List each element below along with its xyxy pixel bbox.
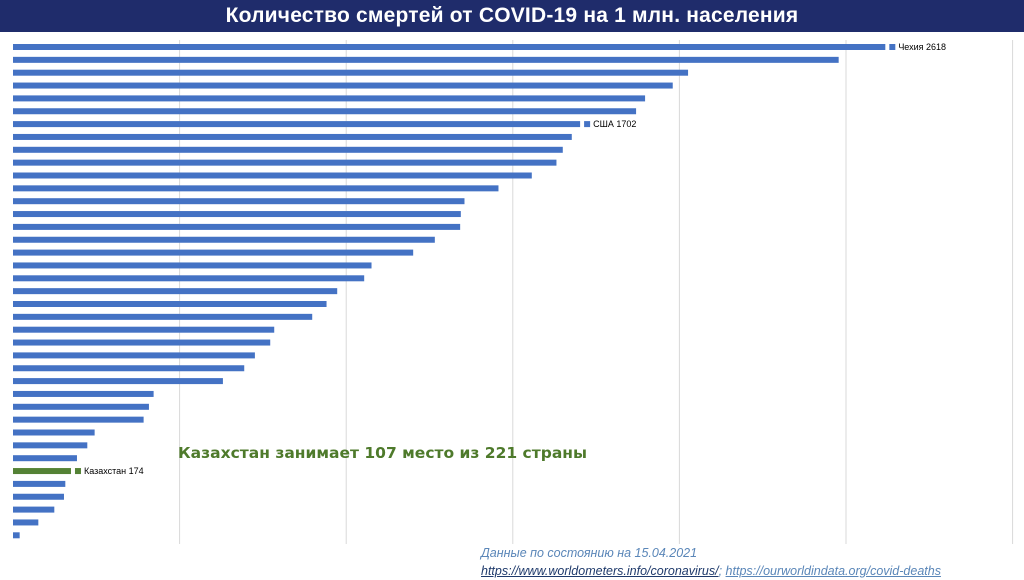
bar	[13, 275, 365, 282]
bar	[13, 288, 338, 295]
source-separator: ;	[718, 564, 726, 578]
bar	[13, 506, 55, 513]
source-link-ourworldindata[interactable]: https://ourworldindata.org/covid-deaths	[725, 564, 941, 578]
bar	[13, 442, 88, 449]
bar	[13, 56, 839, 63]
bar	[13, 519, 39, 526]
bar	[13, 133, 572, 140]
bar	[13, 455, 77, 462]
data-label-marker	[584, 121, 591, 128]
bar	[13, 198, 465, 205]
chart-area: Чехия 2618 США 1702 Казахстан 174	[0, 32, 1024, 544]
bar	[13, 493, 64, 500]
bar	[13, 211, 461, 218]
bar	[13, 480, 66, 487]
source-date: Данные по состоянию на 15.04.2021	[481, 546, 698, 560]
data-label: США 1702	[593, 119, 636, 129]
source-link-worldometers[interactable]: https://www.worldometers.info/coronaviru…	[481, 564, 719, 578]
bar	[13, 416, 144, 423]
data-label-marker	[74, 468, 81, 475]
bar	[13, 326, 275, 333]
bar	[13, 44, 886, 50]
bar	[13, 313, 313, 320]
title-banner: Количество смертей от COVID-19 на 1 млн.…	[0, 0, 1024, 32]
chart-title: Количество смертей от COVID-19 на 1 млн.…	[225, 4, 799, 27]
ranking-note: Казахстан занимает 107 место из 221 стра…	[178, 444, 588, 462]
bar	[13, 378, 223, 385]
bar	[13, 185, 499, 192]
source-block: Данные по состоянию на 15.04.2021 https:…	[481, 544, 1021, 580]
bar	[13, 159, 557, 166]
bar	[13, 301, 327, 307]
bar	[13, 390, 154, 397]
bar	[13, 339, 271, 346]
bar	[13, 429, 95, 436]
bar	[13, 146, 563, 153]
source-links: https://www.worldometers.info/coronaviru…	[481, 562, 1021, 580]
bar	[13, 108, 637, 115]
bar	[13, 223, 461, 230]
bar	[13, 532, 20, 539]
bar	[13, 352, 255, 359]
data-label: Чехия 2618	[898, 42, 946, 52]
bar	[13, 249, 414, 256]
bar	[13, 403, 149, 410]
bar-chart: Чехия 2618 США 1702 Казахстан 174	[13, 40, 1014, 544]
bar	[13, 69, 689, 76]
bar	[13, 365, 245, 372]
data-label: Казахстан 174	[84, 466, 144, 476]
data-label-marker	[889, 44, 896, 50]
bar	[13, 236, 435, 243]
bar	[13, 262, 372, 269]
bar-highlighted	[13, 468, 71, 475]
bar	[13, 172, 532, 179]
bar	[13, 95, 646, 102]
bar	[13, 82, 673, 89]
bar	[13, 121, 581, 128]
